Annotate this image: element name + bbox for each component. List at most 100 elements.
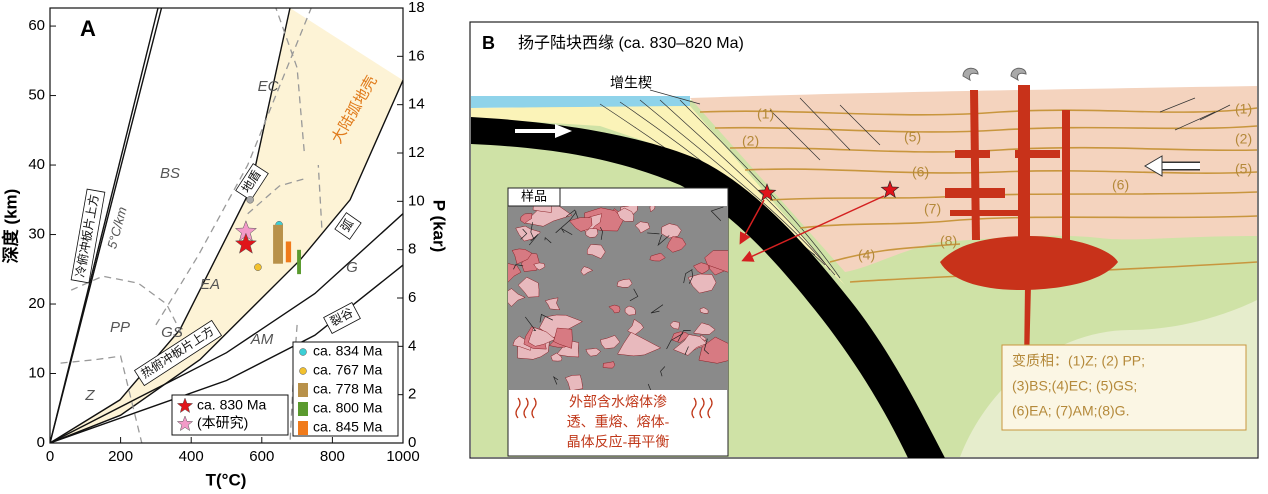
facies-boundary	[275, 8, 305, 152]
crack	[666, 333, 684, 350]
panel-a: 0 200 400 600 800 100001020304050600246810121…	[0, 0, 448, 489]
data-point	[254, 263, 262, 271]
melt-blob	[600, 335, 621, 349]
y-tick-label: 30	[28, 226, 45, 243]
facies-legend: (6)EA; (7)AM;(8)G.	[1012, 403, 1129, 419]
y2-tick-label: 8	[408, 241, 416, 258]
plot-frame	[49, 7, 404, 444]
legend-box	[171, 394, 289, 436]
facies-label: (2)	[742, 133, 759, 149]
sample-label: 样品	[521, 188, 547, 203]
legend-label: (本研究)	[197, 415, 248, 431]
annotation-text: Z	[84, 387, 95, 404]
facies-boundary	[60, 355, 143, 443]
legend-marker	[298, 421, 308, 435]
panel-label: B	[482, 33, 495, 53]
y2-tick-label: 16	[408, 47, 425, 64]
data-point	[246, 196, 254, 204]
x-tick-label: 200	[108, 448, 133, 465]
y-tick-label: 20	[28, 295, 45, 312]
crack	[650, 304, 664, 314]
crack	[530, 222, 535, 240]
melt-blob	[649, 206, 656, 213]
compression-arrow-head	[1144, 155, 1163, 177]
facies-legend: 变质相：(1)Z; (2) PP;	[1012, 353, 1145, 369]
crack	[555, 211, 577, 234]
annotation: 裂谷	[323, 301, 361, 335]
star-point	[234, 232, 258, 254]
y2-tick-label: 12	[408, 144, 425, 161]
annotation-text: G	[346, 259, 358, 276]
annotation: 弧	[334, 212, 362, 240]
sample-stars	[757, 180, 900, 201]
facies-label: (4)	[858, 247, 875, 263]
melt-blob	[586, 244, 606, 259]
melt-blob	[550, 352, 563, 362]
x-axis-label: T(°C)	[206, 470, 247, 489]
inset-melt	[508, 206, 728, 390]
melt-blob	[533, 262, 546, 271]
facies-boundary	[70, 275, 192, 353]
facies-label: (5)	[904, 129, 921, 145]
annotation-text: EA	[200, 276, 220, 293]
facies-boundary	[317, 164, 323, 228]
facies-label: (1)	[757, 106, 774, 122]
y-axis-label: 深度 (km)	[0, 189, 20, 264]
crack	[629, 288, 639, 302]
annotation-box	[235, 163, 269, 201]
subducting-slab	[471, 117, 945, 458]
facies-label: (2)	[1235, 131, 1252, 147]
y-tick-label: 10	[28, 364, 45, 381]
crack	[513, 264, 524, 270]
crack	[710, 206, 724, 221]
facies-label: (5)	[1235, 161, 1252, 177]
annotation-text: EC	[258, 78, 279, 95]
legend-marker	[298, 383, 308, 397]
legend-marker	[176, 415, 194, 432]
x-tick-label: 0	[46, 448, 54, 465]
legend-marker	[299, 348, 307, 356]
pt-range	[285, 241, 292, 263]
legend-marker	[299, 367, 307, 375]
y2-tick-label: 2	[408, 386, 416, 403]
fluid-arrows	[515, 397, 713, 419]
crack	[544, 236, 552, 244]
wedge-leader	[649, 89, 701, 105]
crack	[647, 383, 652, 390]
legend-marker	[298, 402, 308, 416]
melt-blob	[693, 322, 716, 335]
y2-tick-label: 0	[408, 434, 416, 451]
y-tick-label: 50	[28, 87, 45, 104]
panel-b: 样品 外部含水熔体渗 透、重熔、熔体- 晶体反应-再平衡 B 扬子陆块西缘 (c…	[469, 21, 1259, 459]
melt-blob	[617, 331, 662, 357]
sample-box	[507, 187, 561, 207]
melt-blob	[585, 228, 599, 238]
melt-blob	[616, 278, 633, 288]
annotation-text: BS	[160, 165, 180, 182]
crack	[528, 233, 539, 246]
annotation: AM	[250, 331, 274, 348]
faults	[769, 97, 1231, 161]
annotation: 冷俯冲板片上方	[70, 188, 106, 284]
melt-blob	[520, 213, 533, 224]
crack	[677, 330, 691, 342]
geotherm	[50, 213, 403, 443]
annotation-text: AM	[250, 331, 274, 348]
crack	[647, 232, 660, 235]
geotherm	[50, 80, 403, 443]
process-text: 外部含水熔体渗	[569, 394, 667, 410]
crack	[684, 346, 689, 355]
melt-blob	[512, 335, 533, 351]
facies-label: (6)	[1112, 177, 1129, 193]
melt-blob	[511, 248, 533, 265]
melt-blob	[580, 266, 594, 276]
legend-label: ca. 830 Ma	[197, 397, 266, 413]
melt-blob	[699, 307, 709, 314]
sample-arrow	[739, 199, 765, 245]
accretionary-wedge	[471, 106, 845, 285]
legend-box	[292, 341, 399, 437]
melt-blob	[602, 361, 616, 369]
melt-blob	[649, 252, 666, 262]
y2-tick-label: 4	[408, 337, 416, 354]
